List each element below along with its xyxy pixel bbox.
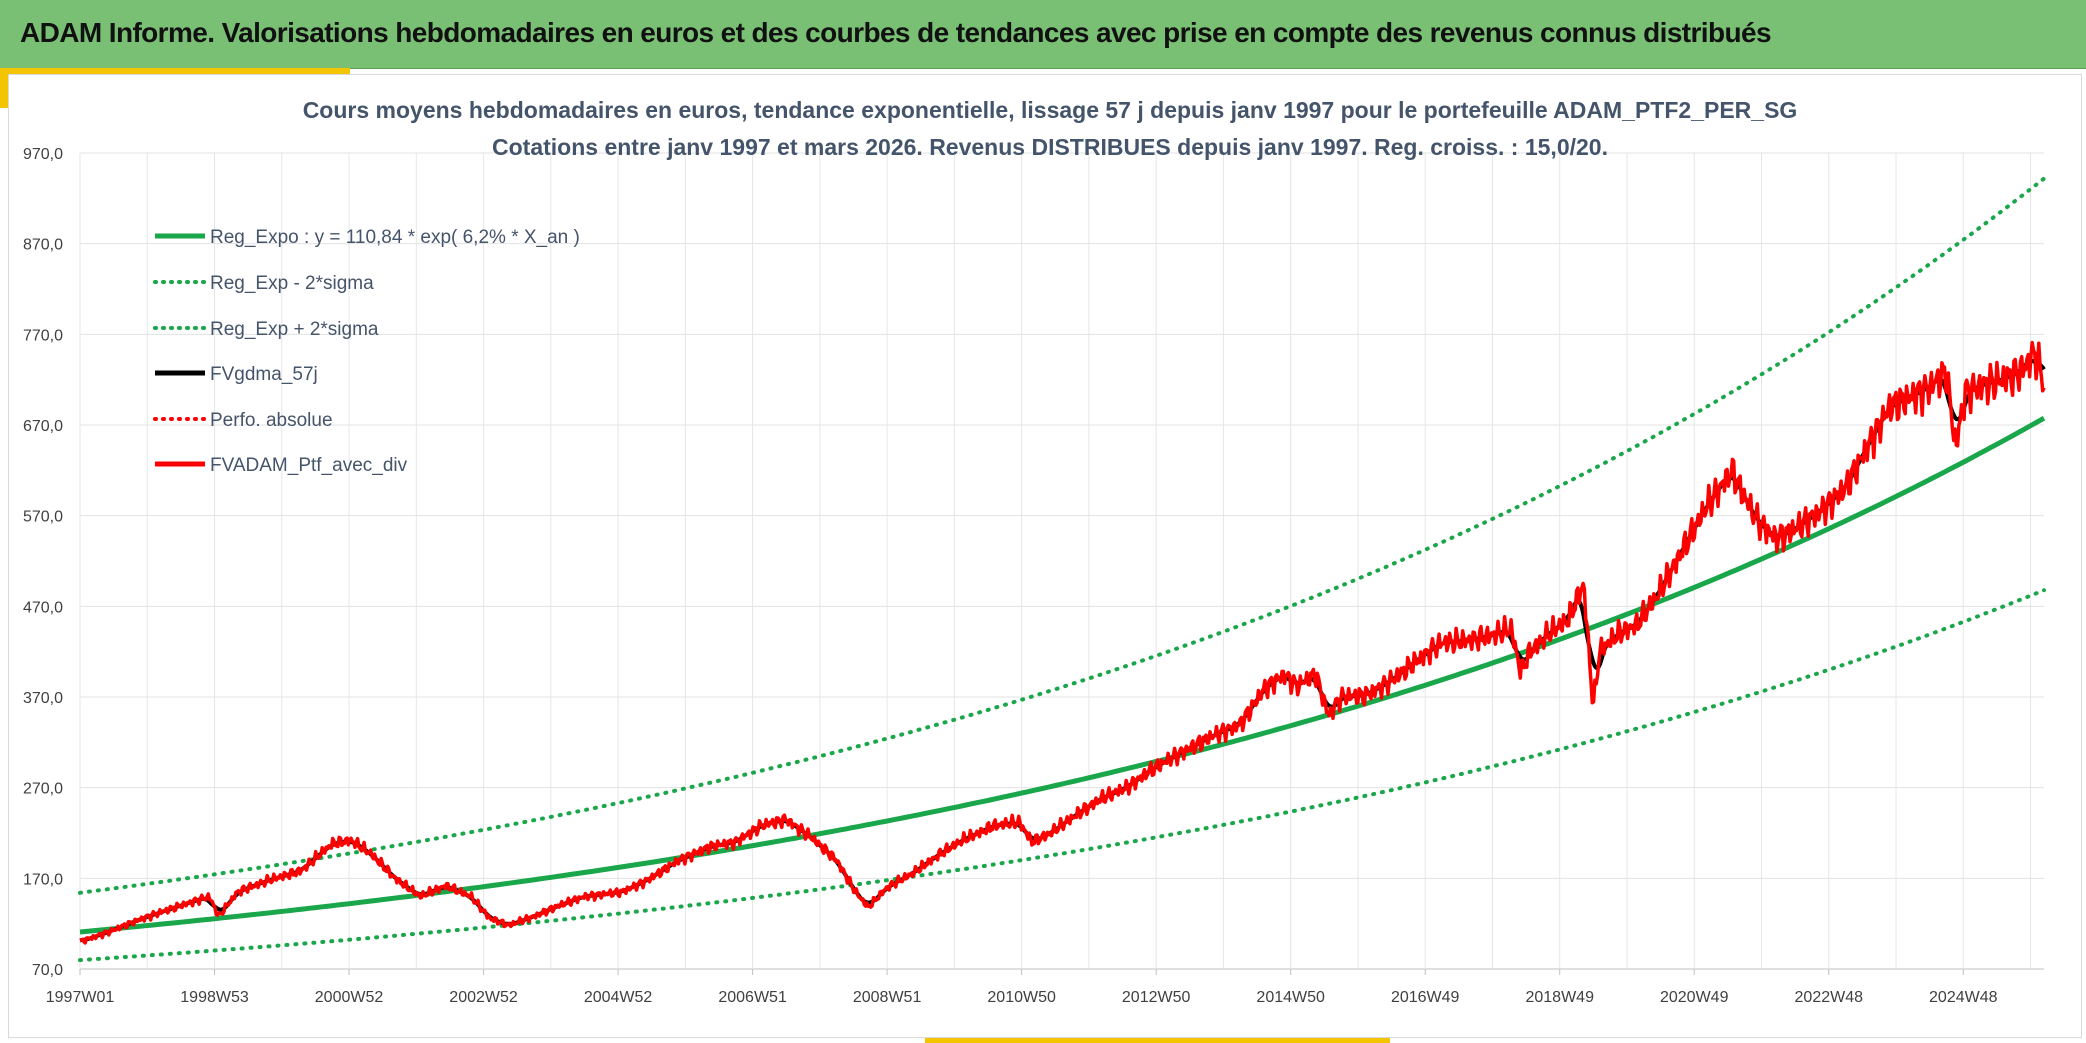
accent-bar-bottom [925,1038,1390,1043]
series-reg-exp-minus-2sigma [78,588,2046,963]
y-tick-label: 870,0 [23,237,63,254]
y-tick-label: 970,0 [23,146,63,163]
chart-subtitle: Cotations entre janv 1997 et mars 2026. … [492,134,1608,160]
legend-item-gdma: FVgdma_57j [155,364,318,385]
series-reg-expo [79,416,2046,935]
x-tick-label: 1998W53 [180,989,249,1006]
x-tick-label: 2020W49 [1660,989,1729,1006]
page-title: ADAM Informe. Valorisations hebdomadaire… [20,17,1772,48]
legend-label-reg-expo: Reg_Expo : y = 110,84 * exp( 6,2% * X_an… [210,227,580,248]
legend-label-ptf: FVADAM_Ptf_avec_div [210,455,408,476]
x-tick-label: 2008W51 [853,989,922,1006]
y-tick-label: 370,0 [23,690,63,707]
x-tick-label: 2006W51 [718,989,787,1006]
chart-frame [8,74,2082,1038]
series-fvadam-ptf-avec-div [79,340,2046,945]
x-tick-label: 2024W48 [1929,989,1998,1006]
y-tick-label: 570,0 [23,509,63,526]
x-tick-label: 2016W49 [1391,989,1460,1006]
y-tick-label: 470,0 [23,599,63,616]
x-tick-label: 2018W49 [1525,989,1594,1006]
legend-label-reg-plus: Reg_Exp + 2*sigma [210,319,379,340]
accent-bar-left [0,68,8,108]
accent-bar-top [0,68,350,74]
legend-label-reg-minus: Reg_Exp - 2*sigma [210,273,374,294]
legend-item-reg-plus: Reg_Exp + 2*sigma [153,319,379,340]
x-tick-label: 1997W01 [46,989,115,1006]
x-tick-label: 2004W52 [584,989,653,1006]
legend-item-reg-minus: Reg_Exp - 2*sigma [153,273,374,294]
header-banner: ADAM Informe. Valorisations hebdomadaire… [0,0,2086,69]
series-reg-exp-plus-2sigma [78,176,2046,895]
legend: Reg_Expo : y = 110,84 * exp( 6,2% * X_an… [153,227,580,476]
y-tick-label: 270,0 [23,781,63,798]
series [78,176,2046,963]
legend-label-perfo: Perfo. absolue [210,410,333,431]
y-tick-label: 770,0 [23,327,63,344]
x-tick-label: 2014W50 [1256,989,1325,1006]
x-tick-label: 2022W48 [1795,989,1864,1006]
y-tick-label: 170,0 [23,871,63,888]
x-tick-label: 2002W52 [449,989,518,1006]
legend-item-perfo: Perfo. absolue [153,410,333,431]
y-tick-label: 670,0 [23,418,63,435]
y-tick-label: 70,0 [32,962,63,979]
y-axis: 70,0 170,0 270,0 370,0 470,0 570,0 670,0 770,0 8… [23,146,63,979]
grid [79,152,2044,970]
legend-item-ptf: FVADAM_Ptf_avec_div [155,455,408,476]
x-tick-label: 2010W50 [987,989,1056,1006]
chart-title: Cours moyens hebdomadaires en euros, ten… [303,97,1798,123]
x-tick-label: 2000W52 [315,989,384,1006]
legend-item-reg-expo: Reg_Expo : y = 110,84 * exp( 6,2% * X_an… [155,227,580,248]
legend-label-gdma: FVgdma_57j [210,364,318,385]
x-tick-label: 2012W50 [1122,989,1191,1006]
x-axis: 1997W01 1998W53 2000W52 2002W52 2004W52 2006W… [46,969,1998,1006]
